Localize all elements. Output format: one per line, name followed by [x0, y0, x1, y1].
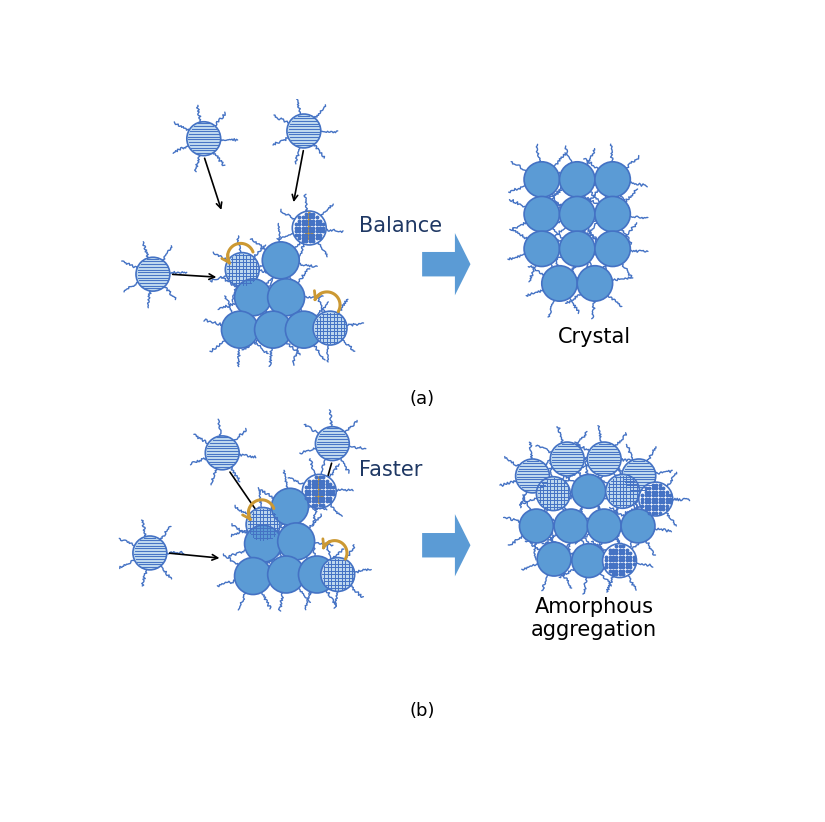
- Circle shape: [246, 507, 280, 542]
- Text: (a): (a): [410, 390, 435, 408]
- Circle shape: [595, 196, 630, 232]
- Circle shape: [136, 257, 170, 291]
- Circle shape: [595, 162, 630, 197]
- Circle shape: [278, 523, 314, 560]
- Circle shape: [554, 509, 588, 543]
- Circle shape: [559, 162, 595, 197]
- Circle shape: [524, 231, 559, 266]
- Circle shape: [313, 312, 347, 345]
- Text: Amorphous: Amorphous: [535, 597, 653, 616]
- Circle shape: [520, 509, 554, 543]
- Circle shape: [606, 474, 639, 508]
- Circle shape: [234, 279, 271, 316]
- Circle shape: [602, 543, 637, 578]
- Circle shape: [221, 312, 258, 349]
- Circle shape: [267, 279, 304, 316]
- Text: aggregation: aggregation: [531, 620, 658, 640]
- Circle shape: [271, 488, 309, 525]
- Circle shape: [639, 482, 672, 516]
- Circle shape: [572, 543, 606, 578]
- Circle shape: [225, 252, 259, 287]
- Circle shape: [255, 312, 291, 349]
- Circle shape: [516, 459, 549, 493]
- Circle shape: [572, 474, 606, 508]
- Circle shape: [321, 557, 355, 592]
- Circle shape: [524, 196, 559, 232]
- Circle shape: [299, 556, 336, 593]
- Circle shape: [578, 266, 613, 301]
- Circle shape: [234, 557, 271, 594]
- Circle shape: [559, 196, 595, 232]
- Circle shape: [133, 536, 167, 570]
- Circle shape: [559, 231, 595, 266]
- Circle shape: [244, 525, 281, 562]
- Circle shape: [587, 442, 621, 476]
- Circle shape: [537, 543, 571, 576]
- Circle shape: [285, 312, 323, 349]
- Text: (b): (b): [410, 702, 435, 720]
- Circle shape: [292, 211, 326, 245]
- Text: Crystal: Crystal: [559, 327, 631, 348]
- Circle shape: [622, 459, 656, 493]
- Circle shape: [186, 122, 220, 155]
- Circle shape: [205, 436, 239, 470]
- Circle shape: [524, 162, 559, 197]
- Circle shape: [550, 442, 584, 476]
- Circle shape: [287, 114, 321, 148]
- Circle shape: [595, 231, 630, 266]
- Circle shape: [262, 242, 299, 279]
- Text: Balance: Balance: [360, 215, 442, 236]
- Circle shape: [302, 474, 337, 508]
- Circle shape: [315, 427, 349, 460]
- Circle shape: [587, 509, 621, 543]
- Circle shape: [267, 556, 304, 593]
- Text: Faster: Faster: [360, 459, 422, 480]
- Circle shape: [542, 266, 577, 301]
- Circle shape: [536, 477, 570, 510]
- Circle shape: [621, 509, 655, 543]
